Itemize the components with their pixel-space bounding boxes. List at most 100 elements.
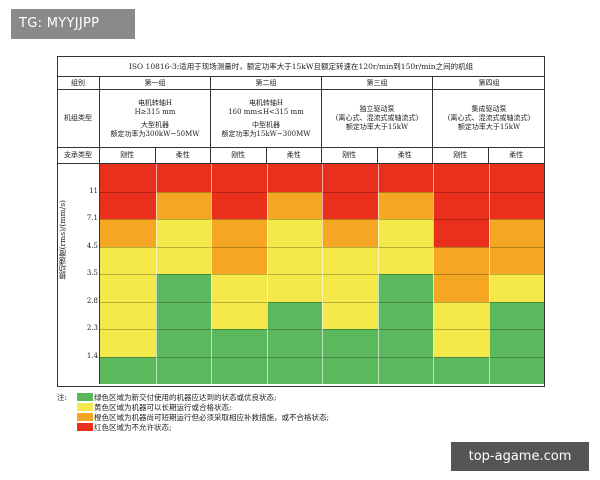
zone-cell <box>322 329 378 357</box>
zone-cell <box>377 164 433 192</box>
support-label: 柔性 <box>266 148 322 164</box>
zone-cell <box>488 356 544 384</box>
group-4-desc: 集成驱动泵 (离心式、混流式或轴流式) 额定功率大于15kW <box>433 90 545 148</box>
zone-cell <box>488 274 544 302</box>
zone-cell <box>433 356 489 384</box>
zone-cell <box>100 246 156 274</box>
zone-cell <box>377 246 433 274</box>
legend-note: 注: <box>57 393 68 402</box>
legend-text-d: 红色区域为不允许状态; <box>94 423 172 432</box>
zone-cell <box>377 274 433 302</box>
zone-cell <box>100 301 156 329</box>
zone-cell <box>266 329 322 357</box>
y-tick-label: 7.1 <box>86 214 98 222</box>
group-2-desc: 电机转轴H 160 mm≤H<315 mm 中型机器 额定功率为15kW~300MW <box>211 90 322 148</box>
zone-cell <box>433 246 489 274</box>
zone-cell <box>433 164 489 192</box>
table-frame: ISO 10816-3:适用于现场测量时，额定功率大于15kW且额定转速在120… <box>57 56 545 387</box>
group-4-name: 第四组 <box>433 77 545 90</box>
zone-cell <box>377 191 433 219</box>
zone-cell <box>488 301 544 329</box>
support-label: 刚性 <box>211 148 267 164</box>
row-header-type-label: 机组类型 <box>64 114 92 122</box>
zone-cell <box>211 274 267 302</box>
zone-cell <box>266 356 322 384</box>
legend-swatch-d <box>77 423 93 431</box>
y-axis-box <box>57 164 100 384</box>
grid-line <box>211 164 212 384</box>
zone-cell <box>377 329 433 357</box>
row-header-group-label: 组别 <box>71 78 85 87</box>
y-tick-label: 3.5 <box>86 269 98 277</box>
grid-line <box>488 164 490 384</box>
zone-cell <box>100 191 156 219</box>
zone-cell <box>155 164 211 192</box>
zone-cell <box>155 246 211 274</box>
group-1-desc: 电机转轴H H≥315 mm 大型机器 额定功率为300kW~50MW <box>100 90 211 148</box>
zone-cell <box>322 274 378 302</box>
zone-cell <box>100 164 156 192</box>
support-label: 柔性 <box>155 148 211 164</box>
zone-cell <box>322 301 378 329</box>
zone-cell <box>266 219 322 247</box>
grid-line <box>155 164 157 384</box>
zone-cell <box>377 301 433 329</box>
zone-cell <box>322 219 378 247</box>
zone-cell <box>211 219 267 247</box>
group-3-desc: 独立驱动泵 (离心式、混流式或轴流式) 额定功率大于15kW <box>322 90 433 148</box>
zone-cell <box>322 246 378 274</box>
bottom-tag: top-agame.com <box>451 442 589 471</box>
legend-text-c: 橙色区域为机器尚可短期运行但必须采取相应补救措施，或不合格状态; <box>94 413 330 422</box>
support-label: 刚性 <box>433 148 489 164</box>
zone-cell <box>488 191 544 219</box>
zone-cell <box>322 191 378 219</box>
zone-cell <box>100 274 156 302</box>
legend-swatch-b <box>77 403 93 411</box>
zone-cell <box>322 356 378 384</box>
zone-cell <box>377 356 433 384</box>
legend-swatch-c <box>77 413 93 421</box>
zone-cell <box>433 219 489 247</box>
zone-cell <box>100 329 156 357</box>
zone-cell <box>155 329 211 357</box>
zone-cell <box>211 301 267 329</box>
top-tag: TG: MYYJJPP <box>11 9 135 39</box>
legend-swatch-a <box>77 393 93 401</box>
zone-cell <box>100 219 156 247</box>
zone-cell <box>211 329 267 357</box>
table-title: ISO 10816-3:适用于现场测量时，额定功率大于15kW且额定转速在120… <box>58 57 544 77</box>
zone-cell <box>155 191 211 219</box>
zone-cell <box>433 274 489 302</box>
zone-cell <box>488 246 544 274</box>
vibration-zone-grid <box>100 164 544 384</box>
zone-cell <box>488 329 544 357</box>
zone-cell <box>433 329 489 357</box>
group-1-name: 第一组 <box>100 77 211 90</box>
zone-cell <box>211 191 267 219</box>
grid-line <box>377 164 379 384</box>
y-axis-title: 振动速度(rms)/(mm/s) <box>58 200 67 280</box>
zone-cell <box>266 301 322 329</box>
zone-cell <box>433 301 489 329</box>
y-tick-label: 2.3 <box>86 324 98 332</box>
zone-cell <box>377 219 433 247</box>
zone-cell <box>211 246 267 274</box>
zone-cell <box>266 191 322 219</box>
zone-cell <box>266 246 322 274</box>
zone-cell <box>211 356 267 384</box>
zone-cell <box>100 356 156 384</box>
row-header-type: 机组类型 <box>57 90 100 148</box>
support-label: 柔性 <box>377 148 433 164</box>
zone-cell <box>155 356 211 384</box>
legend-text-a: 绿色区域为新交付使用的机器应达到的状态或优良状态; <box>94 393 277 402</box>
grid-line <box>322 164 323 384</box>
y-tick-label: 11 <box>89 186 98 195</box>
zone-cell <box>433 191 489 219</box>
support-label: 刚性 <box>322 148 378 164</box>
row-header-support: 支承类型 <box>57 148 100 164</box>
support-label: 柔性 <box>488 148 544 164</box>
zone-cell <box>488 219 544 247</box>
y-tick-label: 2.8 <box>86 296 98 305</box>
legend-text-b: 黄色区域为机器可以长期运行或合格状态; <box>94 403 232 412</box>
zone-cell <box>211 164 267 192</box>
